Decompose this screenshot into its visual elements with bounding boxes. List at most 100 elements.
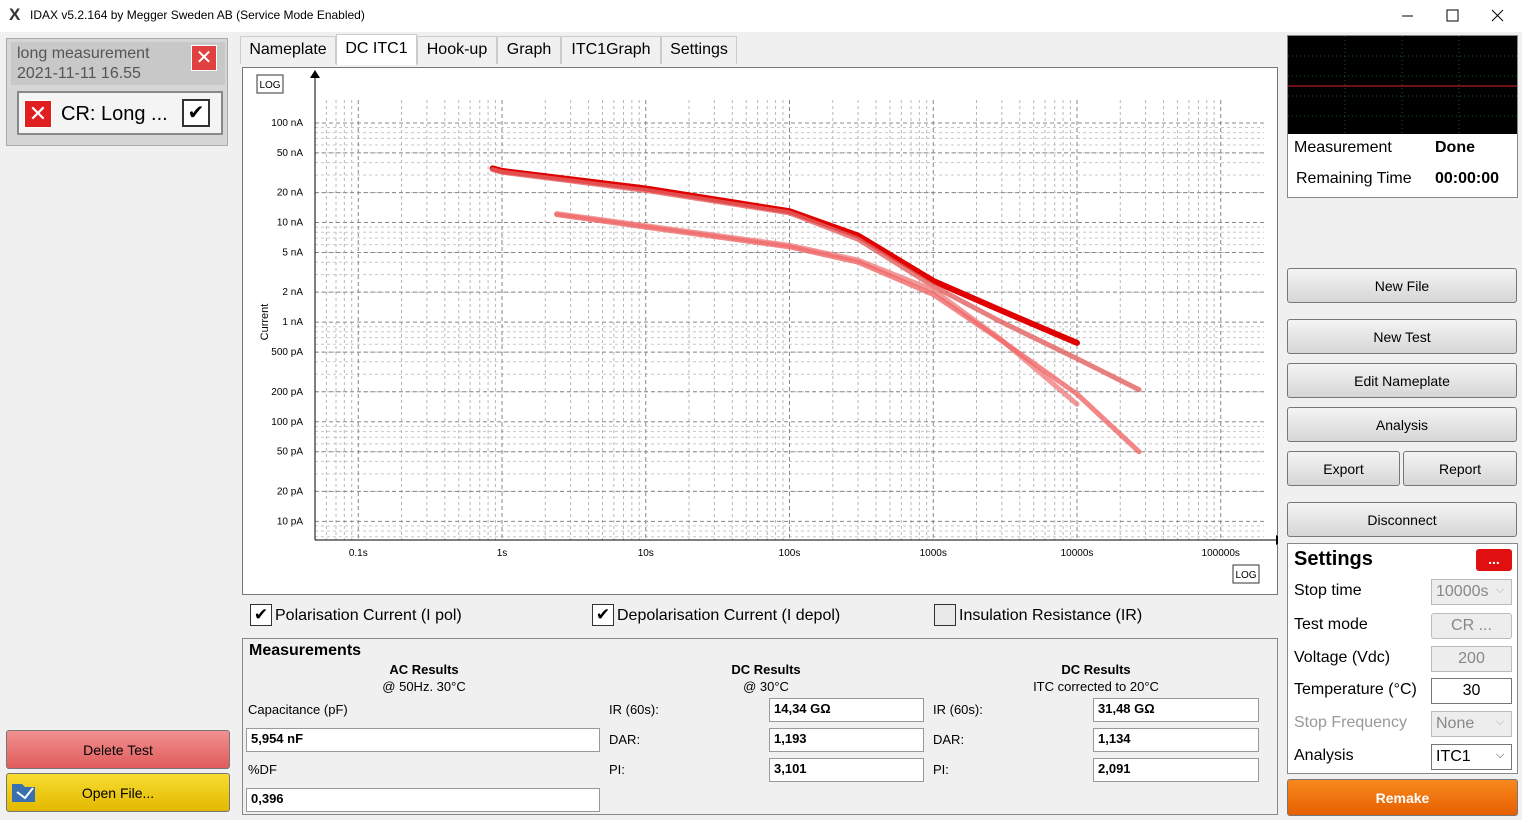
setting-label: Stop Frequency [1294, 714, 1407, 731]
field-value: 0,396 [246, 788, 600, 812]
y-tick-label: 50 nA [277, 148, 303, 159]
field-value: 1,134 [1093, 728, 1259, 752]
y-tick-label: 100 nA [271, 118, 303, 129]
checkbox-label: Insulation Resistance (IR) [959, 607, 1143, 624]
tab[interactable]: Nameplate [240, 36, 336, 64]
title-bar [0, 0, 1522, 32]
action-button[interactable]: Report [1403, 451, 1517, 486]
results-subheading: @ 30°C [743, 679, 789, 694]
action-button[interactable]: Edit Nameplate [1287, 363, 1517, 398]
setting-label: Stop time [1294, 582, 1362, 599]
field-label: %DF [248, 762, 277, 777]
field-value: 2,091 [1093, 758, 1259, 782]
measurements-panel [242, 638, 1278, 815]
status-value: Done [1435, 139, 1475, 156]
tab[interactable]: Hook-up [417, 36, 497, 64]
x-tick-label: 100s [779, 548, 801, 559]
checkbox[interactable]: ✔ [250, 604, 272, 626]
field-value: 5,954 nF [246, 728, 600, 752]
y-tick-label: 100 pA [271, 417, 303, 428]
y-tick-label: 2 nA [282, 287, 303, 298]
y-tick-label: 500 pA [271, 347, 303, 358]
results-subheading: @ 50Hz. 30°C [382, 679, 466, 694]
y-tick-label: 10 nA [277, 218, 303, 229]
plot-frame [242, 67, 1278, 595]
test-checkbox[interactable]: ✔ [182, 99, 210, 127]
window-controls[interactable] [1395, 6, 1510, 26]
file-date: 2021-11-11 16.55 [17, 65, 141, 82]
file-name: long measurement [17, 45, 150, 62]
checkbox-label: Polarisation Current (I pol) [275, 607, 462, 624]
action-button[interactable]: New Test [1287, 319, 1517, 354]
results-subheading: ITC corrected to 20°C [1033, 679, 1159, 694]
status-label: Remaining Time [1296, 170, 1412, 187]
settings-menu-button[interactable]: ... [1476, 549, 1512, 571]
status-value: 00:00:00 [1435, 170, 1500, 187]
status-label: Measurement [1294, 139, 1392, 156]
x-tick-label: 0.1s [349, 548, 368, 559]
window-title: IDAX v5.2.164 by Megger Sweden AB (Servi… [30, 8, 365, 22]
action-button[interactable]: Export [1287, 451, 1400, 486]
dropdown-arrow: ⌵ [1496, 716, 1505, 728]
checkbox[interactable] [934, 604, 956, 626]
field-value: 14,34 GΩ [769, 698, 924, 722]
setting-button: CR ... [1431, 613, 1512, 639]
field-label: PI: [933, 762, 949, 777]
checkbox-label: Depolarisation Current (I depol) [617, 607, 841, 624]
signal-scope [1288, 36, 1517, 134]
setting-label: Voltage (Vdc) [1294, 649, 1391, 666]
close-file-button[interactable]: ✕ [191, 45, 217, 71]
y-tick-label: 20 pA [277, 486, 303, 497]
tab[interactable]: Graph [497, 36, 561, 64]
data-line [554, 212, 1142, 455]
tab[interactable]: DC ITC1 [336, 34, 417, 65]
delete-test-icon[interactable]: ✕ [24, 100, 52, 128]
x-axis-arrow [1276, 535, 1278, 545]
delete-test-button[interactable]: Delete Test [6, 730, 230, 769]
x-tick-label: 10000s [1061, 548, 1094, 559]
checkbox[interactable]: ✔ [592, 604, 614, 626]
log-toggle[interactable] [256, 74, 284, 94]
y-tick-label: 50 pA [277, 447, 303, 458]
y-tick-label: 20 nA [277, 188, 303, 199]
chart: 0.1s 1s 10s 100s 1000s 10000s 100000s 100 nA 50 … [256, 70, 1278, 584]
results-heading: DC Results [1061, 662, 1131, 677]
field-value: 3,101 [769, 758, 924, 782]
x-tick-label: 1000s [920, 548, 947, 559]
action-button[interactable]: Disconnect [1287, 502, 1517, 537]
remake-button[interactable]: Remake [1287, 779, 1518, 816]
app-icon: X [9, 5, 21, 24]
measurements-title: Measurements [249, 642, 362, 659]
field-value: 1,193 [769, 728, 924, 752]
x-tick-label: 100000s [1202, 548, 1240, 559]
x-tick-label: 1s [497, 548, 508, 559]
action-button[interactable]: Analysis [1287, 407, 1517, 442]
y-axis-label: Current [259, 304, 271, 341]
log-toggle[interactable] [1232, 564, 1260, 584]
tab[interactable]: ITC1Graph [561, 36, 661, 64]
field-label: PI: [609, 762, 625, 777]
field-value: 31,48 GΩ [1093, 698, 1259, 722]
tab[interactable]: Settings [661, 36, 737, 64]
setting-dropdown[interactable]: ITC1 [1431, 744, 1512, 770]
settings-title: Settings [1294, 548, 1373, 570]
field-label: DAR: [609, 732, 641, 747]
setting-label: Test mode [1294, 616, 1368, 633]
setting-input[interactable]: 30 [1431, 678, 1512, 704]
field-label: Capacitance (pF) [248, 702, 348, 717]
test-label: CR: Long ... [61, 103, 168, 125]
setting-input: 200 [1431, 646, 1512, 672]
y-tick-label: 1 nA [282, 317, 303, 328]
field-label: IR (60s): [933, 702, 983, 717]
open-file-icon [12, 784, 35, 802]
field-label: DAR: [933, 732, 965, 747]
y-tick-label: 5 nA [282, 248, 303, 259]
open-file-button[interactable]: Open File... [6, 773, 230, 812]
field-label: IR (60s): [609, 702, 659, 717]
y-tick-label: 10 pA [277, 516, 303, 527]
dropdown-arrow: ⌵ [1496, 584, 1505, 596]
action-button[interactable]: New File [1287, 268, 1517, 303]
data-line [490, 167, 1142, 393]
results-heading: DC Results [731, 662, 801, 677]
